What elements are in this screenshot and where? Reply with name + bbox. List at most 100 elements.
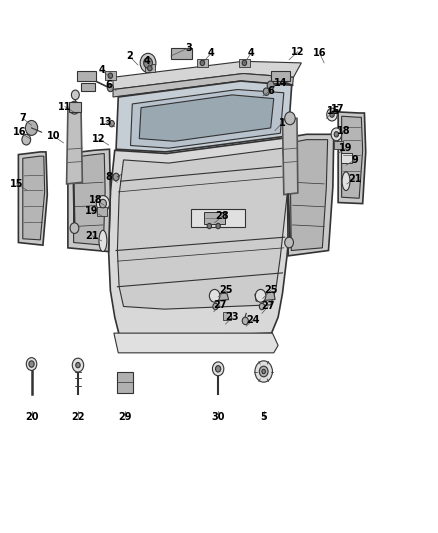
Circle shape: [242, 60, 247, 66]
FancyBboxPatch shape: [81, 83, 95, 91]
Polygon shape: [139, 95, 274, 141]
Circle shape: [72, 358, 84, 372]
Text: 4: 4: [98, 66, 105, 75]
Circle shape: [334, 132, 339, 137]
Circle shape: [242, 317, 248, 325]
Ellipse shape: [99, 230, 107, 252]
Circle shape: [216, 223, 220, 229]
Text: 9: 9: [351, 155, 358, 165]
Polygon shape: [23, 156, 45, 240]
Circle shape: [263, 88, 269, 95]
Polygon shape: [18, 152, 47, 245]
Text: 19: 19: [339, 143, 353, 153]
Polygon shape: [113, 61, 301, 90]
Text: 27: 27: [261, 302, 275, 311]
Text: 29: 29: [118, 412, 131, 422]
Circle shape: [109, 120, 114, 127]
Circle shape: [259, 366, 268, 377]
Ellipse shape: [342, 172, 350, 190]
Text: 15: 15: [10, 179, 23, 189]
Circle shape: [96, 196, 110, 212]
FancyBboxPatch shape: [223, 312, 231, 320]
Circle shape: [207, 223, 212, 229]
Circle shape: [108, 73, 113, 78]
Polygon shape: [290, 140, 328, 251]
Text: 12: 12: [92, 134, 105, 143]
FancyBboxPatch shape: [145, 64, 155, 72]
Circle shape: [285, 237, 293, 248]
Text: 23: 23: [226, 312, 239, 322]
Text: 17: 17: [332, 104, 345, 114]
Text: 21: 21: [348, 174, 361, 183]
Circle shape: [262, 369, 265, 374]
FancyBboxPatch shape: [171, 48, 192, 59]
Text: 13: 13: [99, 117, 113, 126]
Polygon shape: [109, 138, 293, 337]
Polygon shape: [117, 148, 287, 309]
Text: 3: 3: [185, 43, 192, 53]
Polygon shape: [255, 292, 275, 301]
Circle shape: [107, 84, 113, 92]
Circle shape: [330, 112, 334, 117]
Circle shape: [267, 81, 274, 90]
Text: 4: 4: [208, 49, 215, 58]
FancyBboxPatch shape: [77, 71, 96, 81]
Circle shape: [144, 58, 152, 68]
Text: 24: 24: [247, 315, 260, 325]
Polygon shape: [210, 293, 229, 301]
Text: 16: 16: [13, 127, 26, 137]
Text: 25: 25: [219, 286, 232, 295]
Text: 5: 5: [260, 412, 267, 422]
Polygon shape: [114, 333, 278, 353]
Polygon shape: [287, 134, 334, 256]
Polygon shape: [67, 109, 82, 184]
FancyBboxPatch shape: [97, 207, 107, 216]
Circle shape: [213, 303, 218, 310]
FancyBboxPatch shape: [334, 141, 343, 149]
Text: 2: 2: [126, 51, 133, 61]
Circle shape: [70, 223, 79, 233]
Text: 15: 15: [327, 106, 340, 116]
Polygon shape: [72, 109, 80, 182]
Polygon shape: [74, 154, 105, 245]
Polygon shape: [116, 81, 292, 152]
Polygon shape: [283, 118, 298, 195]
Text: 18: 18: [88, 195, 102, 205]
Text: 27: 27: [213, 300, 226, 310]
Circle shape: [285, 112, 295, 125]
Circle shape: [76, 362, 80, 368]
Circle shape: [212, 362, 224, 376]
Polygon shape: [68, 149, 110, 252]
Text: 4: 4: [143, 56, 150, 66]
Text: 1: 1: [279, 118, 286, 127]
Circle shape: [209, 289, 220, 302]
Text: 7: 7: [19, 114, 26, 123]
FancyBboxPatch shape: [69, 102, 81, 112]
Circle shape: [71, 90, 79, 100]
Polygon shape: [342, 116, 363, 198]
Polygon shape: [113, 74, 293, 97]
Circle shape: [148, 66, 152, 71]
Polygon shape: [338, 112, 366, 204]
Text: 28: 28: [215, 211, 230, 221]
Text: 30: 30: [212, 412, 225, 422]
Text: 18: 18: [337, 126, 351, 135]
Circle shape: [113, 173, 119, 181]
Circle shape: [215, 366, 221, 372]
Text: 20: 20: [25, 412, 38, 422]
Text: 4: 4: [247, 49, 254, 58]
Text: 10: 10: [47, 131, 60, 141]
Circle shape: [25, 120, 38, 135]
Circle shape: [255, 289, 266, 302]
Polygon shape: [131, 90, 284, 148]
Circle shape: [22, 134, 31, 145]
Circle shape: [255, 361, 272, 382]
Text: 8: 8: [105, 172, 112, 182]
Text: 19: 19: [85, 206, 99, 215]
Text: 12: 12: [291, 47, 304, 56]
Circle shape: [331, 128, 342, 141]
FancyBboxPatch shape: [105, 71, 116, 80]
Circle shape: [259, 303, 265, 310]
Circle shape: [29, 361, 34, 367]
FancyBboxPatch shape: [341, 153, 352, 163]
